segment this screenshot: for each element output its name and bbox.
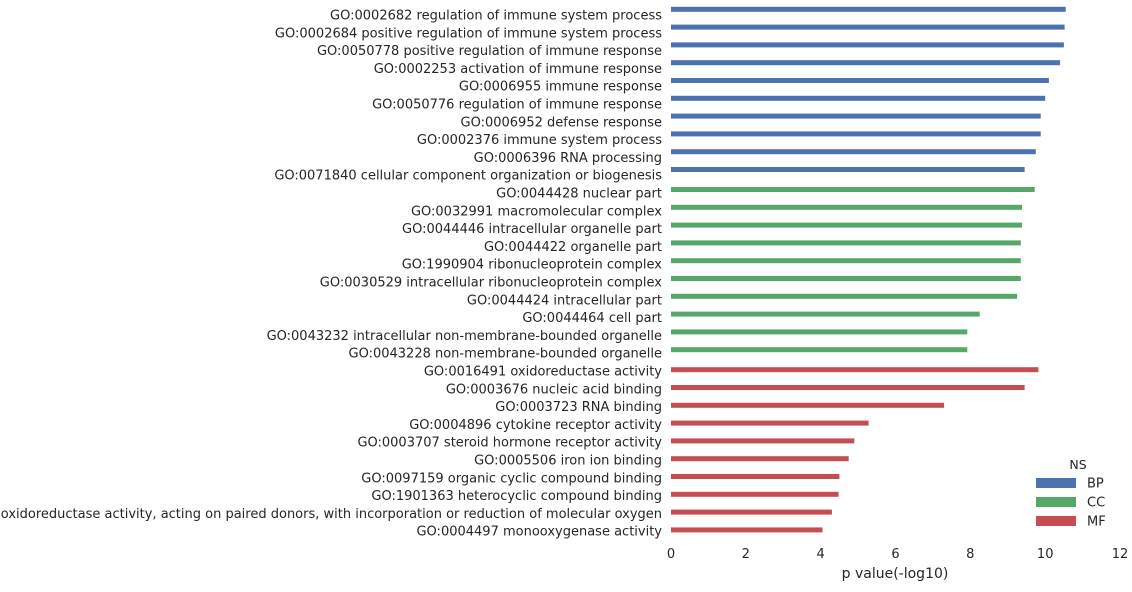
bar-mf <box>671 527 823 533</box>
bar-cc <box>671 329 968 335</box>
bar-mf <box>671 456 849 462</box>
category-label: GO:0032991 macromolecular complex <box>411 204 662 219</box>
category-label: GO:0071840 cellular component organizati… <box>274 169 662 184</box>
bar-cc <box>671 204 1022 210</box>
category-label: GO:0003676 nucleic acid binding <box>446 382 662 397</box>
category-label: GO:0050776 regulation of immune response <box>372 98 662 113</box>
bar-cc <box>671 240 1021 246</box>
category-label: GO:0016491 oxidoreductase activity <box>424 365 662 380</box>
category-label: GO:0002376 immune system process <box>417 133 662 148</box>
x-tick-label: 4 <box>817 547 825 562</box>
category-labels: GO:0002682 regulation of immune system p… <box>0 9 662 540</box>
category-label: GO:0044422 organelle part <box>484 240 662 255</box>
x-axis-ticks: 0 2 4 6 8 10 12 <box>667 547 1128 562</box>
x-axis-label: p value(-log10) <box>842 566 949 582</box>
bar-cc <box>671 187 1035 192</box>
bar-mf <box>671 385 1025 390</box>
bar-mf <box>671 402 945 408</box>
category-label: GO:1990904 ribonucleoprotein complex <box>402 258 663 273</box>
bar-cc <box>671 222 1022 228</box>
category-label: GO:0002682 regulation of immune system p… <box>330 9 662 24</box>
legend-entries: BP CC MF <box>1036 477 1106 530</box>
bar-mf <box>671 491 839 497</box>
bar-bp <box>671 149 1036 155</box>
x-tick-label: 10 <box>1037 547 1054 562</box>
bar-bp <box>671 131 1041 137</box>
category-label: GO:0006952 defense response <box>461 115 663 130</box>
category-label: GO:0043228 non-membrane-bounded organell… <box>349 347 663 362</box>
category-label: GO:0030529 intracellular ribonucleoprote… <box>320 276 663 291</box>
bar-mf <box>671 438 855 444</box>
bar-bp <box>671 113 1041 119</box>
bar-bp <box>671 95 1046 101</box>
bars-group <box>671 6 1066 533</box>
category-label: GO:1901363 heterocyclic compound binding <box>371 489 662 504</box>
x-tick-label: 0 <box>667 547 675 562</box>
bar-bp <box>671 60 1061 66</box>
category-label: GO:0003707 steroid hormone receptor acti… <box>357 436 662 451</box>
category-label: GO:0044424 intracellular part <box>467 293 662 308</box>
legend-label-bp: BP <box>1087 477 1104 492</box>
category-label: GO:0006396 RNA processing <box>474 151 662 166</box>
legend-swatch-cc <box>1036 497 1076 507</box>
bar-bp <box>671 6 1066 12</box>
bar-bp <box>671 78 1049 83</box>
bar-mf <box>671 367 1039 373</box>
category-label: GO:0002684 positive regulation of immune… <box>275 26 662 41</box>
bar-cc <box>671 311 980 317</box>
bar-cc <box>671 276 1021 281</box>
category-label: GO:0016705 oxidoreductase activity, acti… <box>0 507 662 522</box>
bar-cc <box>671 347 968 353</box>
x-tick-label: 8 <box>966 547 974 562</box>
category-label: GO:0004497 monooxygenase activity <box>416 525 662 540</box>
bar-bp <box>671 42 1064 48</box>
legend-label-cc: CC <box>1087 496 1105 511</box>
bar-bp <box>671 24 1065 30</box>
bar-cc <box>671 293 1018 299</box>
category-label: GO:0005506 iron ion binding <box>474 454 662 469</box>
category-label: GO:0006955 immune response <box>459 80 662 95</box>
category-label: GO:0044446 intracellular organelle part <box>402 222 662 237</box>
legend-title: NS <box>1069 457 1086 472</box>
category-label: GO:0043232 intracellular non-membrane-bo… <box>267 329 662 344</box>
legend-swatch-mf <box>1036 516 1076 526</box>
legend-label-mf: MF <box>1087 515 1106 530</box>
bar-bp <box>671 167 1025 172</box>
category-label: GO:0097159 organic cyclic compound bindi… <box>361 471 662 486</box>
category-label: GO:0003723 RNA binding <box>495 400 662 415</box>
x-tick-label: 2 <box>742 547 750 562</box>
legend: NS BP CC MF <box>1036 457 1106 530</box>
category-label: GO:0044464 cell part <box>522 311 662 326</box>
category-label: GO:0004896 cytokine receptor activity <box>409 418 662 433</box>
bar-mf <box>671 420 869 426</box>
bar-mf <box>671 474 840 479</box>
category-label: GO:0050778 positive regulation of immune… <box>317 44 662 59</box>
category-label: GO:0044428 nuclear part <box>496 187 662 202</box>
legend-swatch-bp <box>1036 478 1076 488</box>
x-tick-label: 12 <box>1112 547 1129 562</box>
x-tick-label: 6 <box>891 547 899 562</box>
category-label: GO:0002253 activation of immune response <box>374 62 662 77</box>
bar-mf <box>671 509 832 515</box>
bar-cc <box>671 258 1021 264</box>
